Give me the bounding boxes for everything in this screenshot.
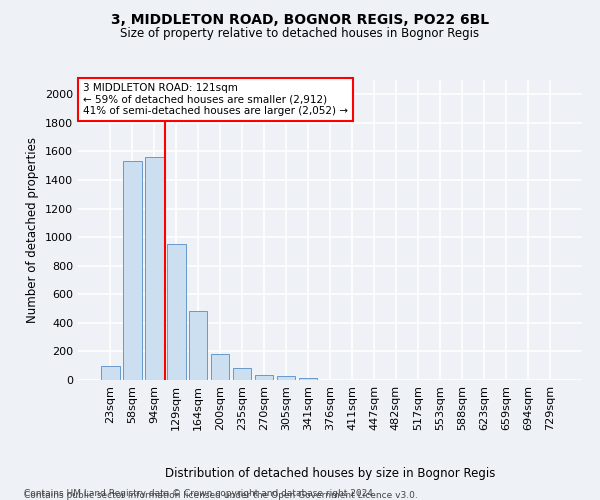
- Bar: [145, 157, 164, 380]
- Bar: [123, 162, 142, 380]
- Y-axis label: Number of detached properties: Number of detached properties: [26, 137, 40, 323]
- Bar: [299, 378, 317, 380]
- Bar: [211, 354, 229, 380]
- Text: 3, MIDDLETON ROAD, BOGNOR REGIS, PO22 6BL: 3, MIDDLETON ROAD, BOGNOR REGIS, PO22 6B…: [111, 12, 489, 26]
- Bar: [277, 376, 295, 380]
- Text: Size of property relative to detached houses in Bognor Regis: Size of property relative to detached ho…: [121, 28, 479, 40]
- Bar: [167, 244, 185, 380]
- Bar: [255, 375, 274, 380]
- Text: Contains HM Land Registry data © Crown copyright and database right 2024.: Contains HM Land Registry data © Crown c…: [24, 488, 376, 498]
- Text: Distribution of detached houses by size in Bognor Regis: Distribution of detached houses by size …: [165, 468, 495, 480]
- Bar: [189, 312, 208, 380]
- Text: 3 MIDDLETON ROAD: 121sqm
← 59% of detached houses are smaller (2,912)
41% of sem: 3 MIDDLETON ROAD: 121sqm ← 59% of detach…: [83, 83, 348, 116]
- Bar: [101, 366, 119, 380]
- Bar: [233, 368, 251, 380]
- Text: Contains public sector information licensed under the Open Government Licence v3: Contains public sector information licen…: [24, 491, 418, 500]
